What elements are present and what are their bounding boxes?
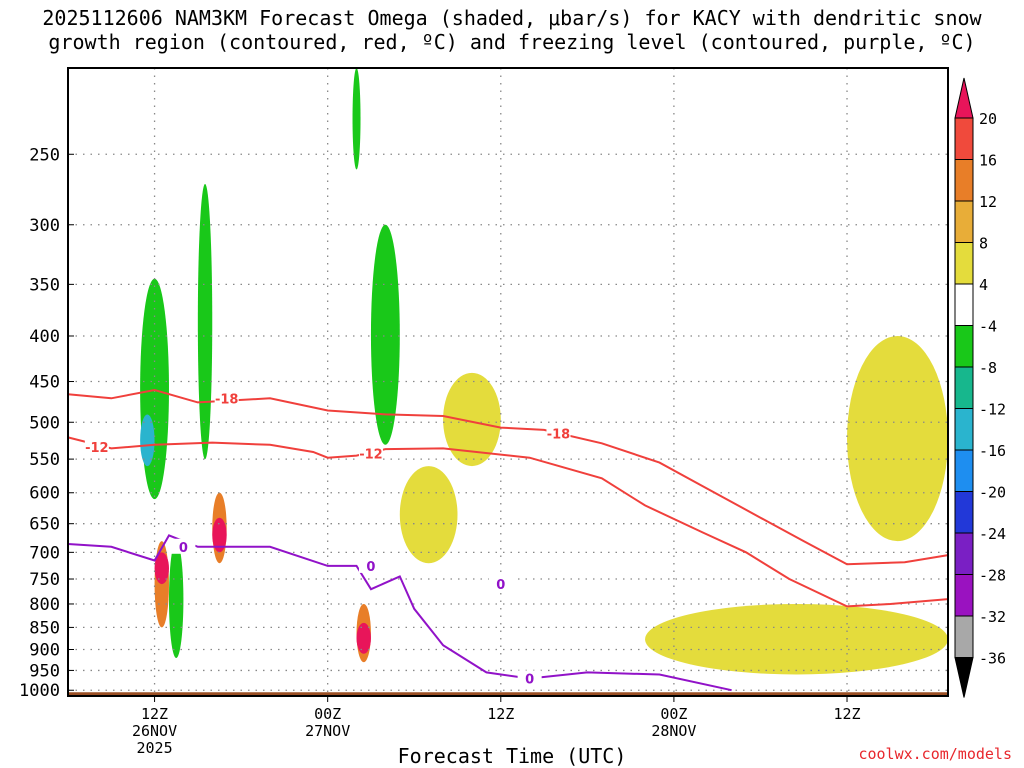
x-tick-label-0-0: 12Z: [141, 705, 168, 723]
dendritic-label-2: -12: [85, 441, 109, 456]
colorbar-label-4: 4: [979, 276, 988, 294]
freezing-label-1-bg: [171, 538, 196, 554]
x-tick-label-0-1: 26NOV: [132, 722, 177, 740]
dendritic-minus12-contour: [67, 436, 949, 608]
colorbar: 20 16 12 8 4 -4 -8 -12 -16 -20 -24 -28 -32 -36: [954, 77, 1006, 698]
ground-surface: [68, 692, 948, 696]
colorbar-swatch-10: [954, 491, 974, 534]
colorbar-swatch-13: [954, 615, 974, 658]
freezing-label-3-bg: [488, 576, 513, 592]
colorbar-label-10: -24: [979, 525, 1006, 543]
colorbar-label-7: -12: [979, 401, 1006, 419]
x-tick-label-4-0: 12Z: [833, 705, 860, 723]
dendritic-label-1-bg: [214, 390, 239, 406]
omega-region-2: [197, 184, 213, 460]
dendritic-label-3: -12: [359, 447, 383, 462]
y-tick-label-350: 350: [29, 275, 60, 295]
colorbar-label-3: 8: [979, 235, 988, 253]
y-tick-label-900: 900: [29, 641, 60, 661]
y-tick-label-850: 850: [29, 618, 60, 638]
colorbar-label-8: -16: [979, 442, 1006, 460]
omega-region-4: [370, 224, 400, 445]
colorbar-swatch-2: [954, 159, 974, 202]
colorbar-label-2: 12: [979, 193, 997, 211]
freezing-label-2-bg: [358, 557, 383, 573]
omega-region-11: [356, 622, 371, 654]
chart-title-line1: 2025112606 NAM3KM Forecast Omega (shaded…: [42, 6, 982, 30]
colorbar-label-5: -4: [979, 318, 997, 336]
omega-region-13: [443, 372, 501, 467]
y-tick-label-500: 500: [29, 413, 60, 433]
y-tick-label-450: 450: [29, 373, 60, 393]
credit-link[interactable]: coolwx.com/models: [858, 745, 1012, 763]
omega-region-9: [212, 517, 227, 553]
chart-title-line2: growth region (contoured, red, ºC) and f…: [48, 30, 976, 54]
y-tick-label-400: 400: [29, 327, 60, 347]
omega-region-12: [399, 466, 458, 564]
y-tick-label-250: 250: [29, 145, 60, 165]
dendritic-minus18-contour: [67, 388, 949, 566]
y-tick-label-750: 750: [29, 570, 60, 590]
omega-region-5: [168, 541, 184, 659]
dendritic-label-4: -18: [547, 428, 571, 443]
freezing-label-4-bg: [517, 670, 542, 686]
y-tick-label-600: 600: [29, 484, 60, 504]
omega-shading: [140, 68, 948, 675]
colorbar-swatch-8: [954, 408, 974, 451]
colorbar-top-arrow: [954, 77, 974, 119]
colorbar-swatch-7: [954, 366, 974, 409]
x-axis-title: Forecast Time (UTC): [397, 744, 627, 768]
freezing-label-4: 0: [525, 672, 534, 687]
colorbar-swatch-11: [954, 532, 974, 575]
colorbar-label-13: -36: [979, 650, 1006, 668]
colorbar-label-0: 20: [979, 110, 997, 128]
y-tick-label-950: 950: [29, 661, 60, 681]
freezing-level-contour: [67, 534, 732, 692]
colorbar-swatch-5: [954, 283, 974, 326]
x-tick-label-1-0: 00Z: [314, 705, 341, 723]
dendritic-label-4-bg: [546, 425, 571, 441]
x-tick-label-1-1: 27NOV: [305, 722, 350, 740]
y-tick-label-550: 550: [29, 450, 60, 470]
y-tick-label-300: 300: [29, 216, 60, 236]
x-tick-label-3-0: 00Z: [660, 705, 687, 723]
colorbar-bottom-arrow: [954, 657, 974, 698]
freezing-label-2: 0: [366, 560, 375, 575]
colorbar-swatch-9: [954, 449, 974, 492]
colorbar-label-6: -8: [979, 359, 997, 377]
colorbar-swatch-1: [954, 117, 974, 160]
y-tick-label-700: 700: [29, 543, 60, 563]
colorbar-label-1: 16: [979, 152, 997, 170]
y-tick-label-1000: 1000: [19, 681, 60, 701]
omega-region-3: [352, 68, 361, 170]
omega-region-15: [645, 603, 948, 675]
freezing-label-3: 0: [496, 578, 505, 593]
x-tick-label-3-1: 28NOV: [651, 722, 696, 740]
y-tick-label-650: 650: [29, 515, 60, 535]
omega-region-1: [140, 414, 155, 467]
dendritic-label-1: -18: [215, 392, 239, 407]
dendritic-label-2-bg: [84, 438, 109, 454]
colorbar-swatch-3: [954, 200, 974, 243]
colorbar-swatch-12: [954, 574, 974, 617]
dendritic-label-3-bg: [358, 445, 383, 461]
omega-region-7: [154, 552, 169, 585]
colorbar-swatch-6: [954, 325, 974, 368]
omega-region-14: [847, 335, 948, 542]
colorbar-label-11: -28: [979, 567, 1006, 585]
x-tick-label-2-0: 12Z: [487, 705, 514, 723]
y-tick-label-800: 800: [29, 595, 60, 615]
colorbar-swatch-4: [954, 242, 974, 285]
freezing-label-1: 0: [179, 541, 188, 556]
x-tick-label-0-2: 2025: [136, 739, 172, 757]
colorbar-label-9: -20: [979, 484, 1006, 502]
colorbar-label-12: -32: [979, 608, 1006, 626]
